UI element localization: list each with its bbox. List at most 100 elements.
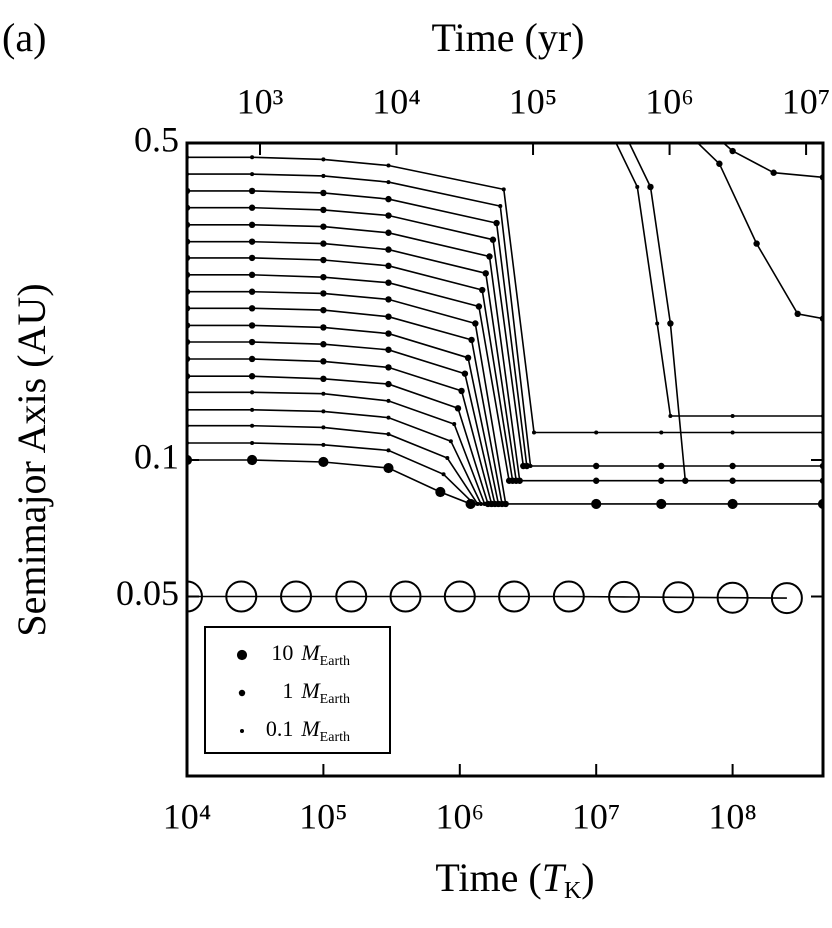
planet-dot — [516, 477, 523, 484]
planet-dot — [386, 415, 391, 420]
planet-dot — [716, 160, 723, 167]
planet-dot — [248, 187, 256, 195]
legend-subscript: Earth — [320, 692, 350, 707]
planet-dot — [668, 414, 673, 419]
planet-dot — [461, 370, 469, 377]
planet-dot — [248, 338, 256, 346]
planet-dot — [320, 240, 327, 247]
planet-dot — [385, 262, 392, 270]
planet-dot — [385, 246, 392, 253]
orbit-track — [187, 324, 500, 505]
planet-dot — [531, 430, 537, 435]
planet-dot — [320, 223, 327, 230]
planet-dot — [729, 462, 736, 470]
planet-dot — [498, 204, 503, 209]
planet-dot — [248, 204, 256, 211]
x2-tick-label: 10⁴ — [372, 81, 421, 121]
planet-dot — [321, 157, 326, 162]
legend-dot — [236, 649, 248, 661]
orbit-track — [187, 459, 823, 505]
legend: 10 MEarth 1 MEarth 0.1 MEarth — [236, 640, 350, 745]
hot-planet-marker — [443, 580, 476, 613]
planet-dot — [250, 390, 255, 395]
planet-dot — [730, 430, 735, 435]
planet-dot — [320, 256, 327, 264]
x2-tick-label: 10³ — [237, 81, 284, 121]
legend-box — [204, 626, 391, 754]
planet-dot — [250, 155, 255, 160]
planet-dot — [385, 364, 392, 371]
legend-label: 0.1 MEarth — [266, 716, 350, 745]
legend-label: 10 MEarth — [271, 640, 350, 669]
y-tick-label: 0.5 — [134, 119, 179, 159]
legend-subscript: Earth — [320, 654, 350, 669]
planet-dot — [458, 387, 465, 395]
planet-dot — [385, 279, 392, 286]
planet-dot — [605, 122, 609, 126]
orbit-track — [187, 224, 521, 481]
planet-dot — [493, 219, 500, 227]
planet-dot — [753, 240, 760, 247]
orbit-track — [722, 143, 823, 179]
planet-dot — [445, 456, 450, 461]
hot-planet-marker — [335, 580, 368, 613]
y-axis-label: Semimajor Axis (AU) — [9, 283, 54, 636]
planet-dot — [385, 296, 392, 303]
x-tick-label: 10⁸ — [708, 796, 757, 836]
planet-dot — [320, 306, 327, 314]
x-label-symbol: T — [542, 855, 567, 900]
legend-symbol: M — [300, 678, 321, 703]
planet-dot — [386, 432, 391, 437]
planet-dot — [475, 303, 483, 310]
planet-dot — [248, 271, 256, 279]
legend-symbol: M — [300, 716, 321, 741]
planet-dot — [472, 320, 479, 327]
planet-dot — [591, 498, 602, 510]
planet-dot — [386, 398, 391, 403]
planet-dot — [383, 462, 394, 474]
planet-dot — [475, 501, 480, 506]
planet-dot — [729, 147, 736, 155]
orbit-track — [628, 143, 687, 481]
planet-dot — [321, 391, 326, 396]
planet-dot — [248, 373, 256, 380]
planet-dot — [250, 423, 255, 428]
planet-dot — [321, 442, 326, 447]
x-tick-label: 10⁵ — [299, 796, 348, 836]
planet-dot — [699, 121, 705, 127]
planet-dot — [248, 288, 256, 295]
orbit-track — [187, 156, 823, 434]
planet-dot — [617, 121, 623, 127]
planet-dot — [523, 462, 531, 470]
planet-dot — [730, 414, 735, 419]
planet-dot — [478, 501, 484, 506]
legend-subscript: Earth — [320, 730, 350, 745]
orbit-track — [187, 307, 503, 505]
planet-dot — [794, 310, 801, 318]
planet-dot — [386, 163, 391, 168]
planet-dot — [248, 238, 256, 245]
x2-axis-label: Time (yr) — [432, 15, 585, 60]
panel-label: (a) — [2, 15, 46, 60]
orbit-track — [187, 274, 510, 481]
planet-dot — [248, 355, 256, 363]
x-axis-label: Time (TK) — [435, 855, 594, 903]
x-label-close: ) — [581, 855, 594, 900]
planet-dot — [385, 212, 392, 219]
planet-dot — [386, 448, 391, 453]
planet-dot — [727, 498, 738, 510]
hot-planet-marker — [770, 582, 803, 615]
orbit-track — [187, 341, 496, 505]
planet-dot — [321, 173, 326, 178]
planet-dot — [482, 270, 489, 277]
planet-dot — [528, 463, 533, 469]
planet-dot — [592, 477, 600, 484]
legend-label: 1 MEarth — [282, 678, 350, 707]
orbit-track — [696, 143, 823, 320]
planet-dot — [486, 253, 493, 260]
planet-dot — [448, 439, 453, 444]
planet-dot — [471, 501, 476, 506]
orbit-track — [187, 206, 525, 467]
planet-dot — [320, 358, 327, 365]
planet-dot — [320, 206, 327, 214]
